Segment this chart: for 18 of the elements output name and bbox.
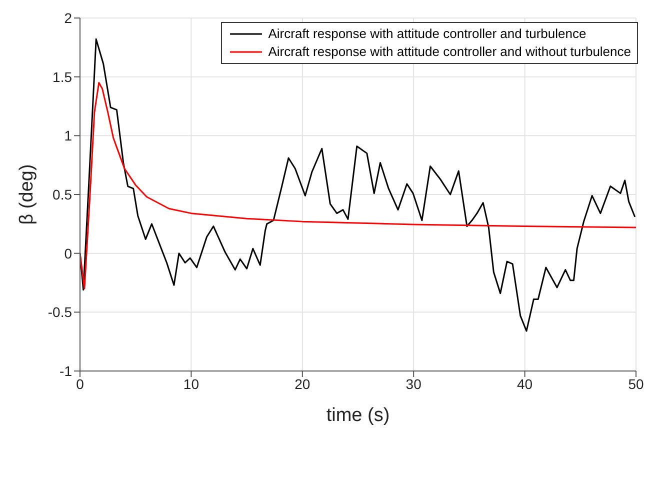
x-tick-label: 40 bbox=[517, 376, 533, 392]
y-tick-label: 2 bbox=[64, 10, 72, 26]
legend-label: Aircraft response with attitude controller and turbulence bbox=[268, 25, 586, 43]
y-tick-label: -0.5 bbox=[48, 304, 72, 320]
y-tick-label: 0.5 bbox=[52, 186, 72, 202]
y-axis-title: β (deg) bbox=[16, 164, 38, 225]
legend-label: Aircraft response with attitude controller and without turbulence bbox=[268, 43, 631, 61]
x-tick-label: 10 bbox=[183, 376, 200, 392]
y-tick-label: 0 bbox=[64, 245, 72, 262]
x-tick-label: 20 bbox=[294, 376, 310, 392]
y-tick-label: -1 bbox=[60, 362, 72, 379]
y-tick-label: 1 bbox=[64, 128, 72, 144]
x-tick-label: 30 bbox=[406, 376, 422, 392]
x-axis-title: time (s) bbox=[326, 405, 390, 426]
line-series bbox=[80, 82, 636, 290]
x-tick-label: 0 bbox=[76, 376, 84, 392]
y-tick-label: 1.5 bbox=[52, 68, 72, 85]
x-tick-label: 50 bbox=[628, 376, 644, 392]
